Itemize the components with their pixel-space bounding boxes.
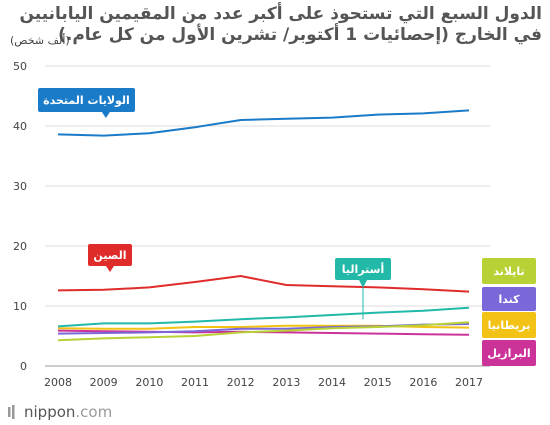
x-tick-label: 2015 xyxy=(364,376,392,389)
nippon-logo: nippon.com xyxy=(8,403,112,421)
series-label: الصين xyxy=(93,249,126,262)
y-tick-label: 30 xyxy=(13,180,27,193)
chart-title-line1: الدول السبع التي تستحوذ على أكبر عدد من … xyxy=(19,4,542,24)
legend-label-box xyxy=(482,287,536,311)
x-tick-label: 2011 xyxy=(181,376,209,389)
series-label: أستراليا xyxy=(342,262,384,276)
x-tick-label: 2017 xyxy=(455,376,483,389)
x-tick-label: 2008 xyxy=(44,376,72,389)
series-line xyxy=(57,306,470,328)
series-label: تايلاند xyxy=(493,265,524,278)
y-tick-label: 10 xyxy=(13,300,27,313)
nippon-logo-icon xyxy=(8,405,15,419)
brand-name: nippon xyxy=(24,403,76,421)
series-line xyxy=(57,109,470,137)
legend-label-pointer xyxy=(106,266,114,272)
legend-label-box xyxy=(38,88,135,112)
chart-title-line2: في الخارج (إحصائيات 1 أكتوبر/ تشرين الأو… xyxy=(58,25,542,45)
series-label: كندا xyxy=(498,293,520,306)
legend-label-box xyxy=(482,312,536,338)
x-tick-label: 2010 xyxy=(135,376,163,389)
series-label: البرازيل xyxy=(487,347,530,360)
y-tick-label: 0 xyxy=(20,360,27,373)
legend-label-box xyxy=(335,258,391,280)
x-tick-label: 2013 xyxy=(272,376,300,389)
series-label: بريطانيا xyxy=(488,319,531,332)
y-axis-unit-label: (ألف شخص) xyxy=(10,34,70,47)
series-line xyxy=(57,274,470,293)
y-tick-label: 20 xyxy=(13,240,27,253)
legend-label-pointer xyxy=(101,112,110,118)
legend-label-box xyxy=(88,244,132,266)
y-tick-label: 50 xyxy=(13,60,27,73)
chart-title: الدول السبع التي تستحوذ على أكبر عدد من … xyxy=(2,4,542,46)
x-tick-label: 2014 xyxy=(318,376,346,389)
y-tick-label: 40 xyxy=(13,120,27,133)
x-tick-label: 2016 xyxy=(409,376,437,389)
legend-label-box xyxy=(482,258,536,284)
legend-label-box xyxy=(482,340,536,366)
legend-label-pointer xyxy=(359,280,367,288)
series-label: الولايات المتحدة xyxy=(43,94,130,107)
series-line xyxy=(57,321,470,342)
brand-suffix: .com xyxy=(75,403,113,421)
x-tick-label: 2009 xyxy=(90,376,118,389)
x-tick-label: 2012 xyxy=(227,376,255,389)
